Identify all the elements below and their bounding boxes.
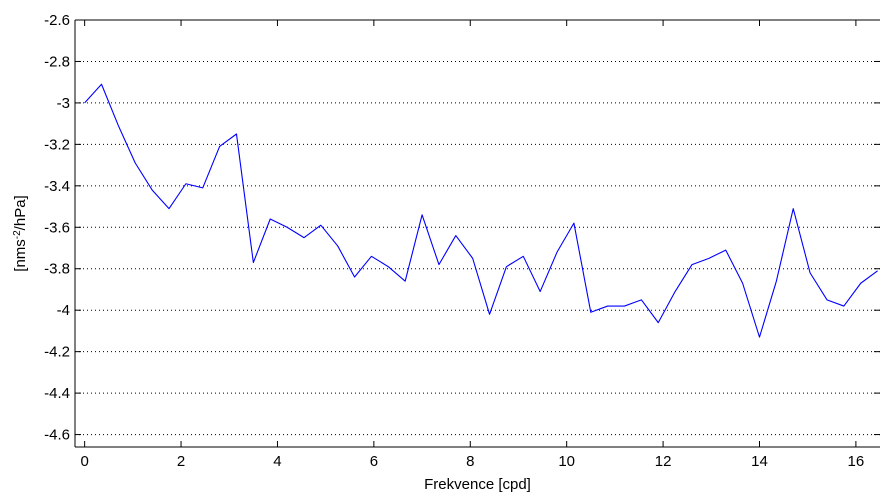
x-tick-label: 16 xyxy=(848,453,865,470)
y-tick-label: -4.4 xyxy=(44,385,70,402)
x-axis-label: Frekvence [cpd] xyxy=(424,476,531,492)
x-tick-label: 4 xyxy=(273,453,281,470)
axes xyxy=(74,19,880,448)
y-tick-label: -3.8 xyxy=(44,261,70,278)
grid-lines xyxy=(75,19,880,436)
y-tick-label: -2.8 xyxy=(44,53,70,70)
x-tick-label: 10 xyxy=(558,453,575,470)
x-tick-label: 6 xyxy=(370,453,378,470)
y-tick-label: -4 xyxy=(57,302,70,319)
y-axis-label-base: [nms xyxy=(12,239,29,272)
series-line xyxy=(84,83,878,338)
y-axis-label-superscript: -2 xyxy=(12,230,23,239)
y-tick-label: -2.6 xyxy=(44,12,70,29)
x-tick-label: 0 xyxy=(80,453,88,470)
y-tick-label: -4.2 xyxy=(44,344,70,361)
tick-labels: -2.6 -2.8 -3 -3.2 -3.4 -3.6 -3.8 -4 -4.2 -4.4 -4.6… xyxy=(44,12,864,470)
x-tick-label: 14 xyxy=(751,453,768,470)
x-tick-label: 2 xyxy=(177,453,185,470)
y-axis-label-tail: /hPa] xyxy=(12,195,29,230)
x-tick-label: 12 xyxy=(655,453,672,470)
y-tick-label: -4.6 xyxy=(44,427,70,444)
y-axis-label: [nms-2/hPa] xyxy=(12,195,30,271)
series-layer xyxy=(84,83,878,338)
y-tick-label: -3.4 xyxy=(44,178,70,195)
x-tick-label: 8 xyxy=(466,453,474,470)
y-tick-label: -3 xyxy=(57,95,70,112)
y-tick-label: -3.2 xyxy=(44,136,70,153)
y-tick-label: -3.6 xyxy=(44,219,70,236)
